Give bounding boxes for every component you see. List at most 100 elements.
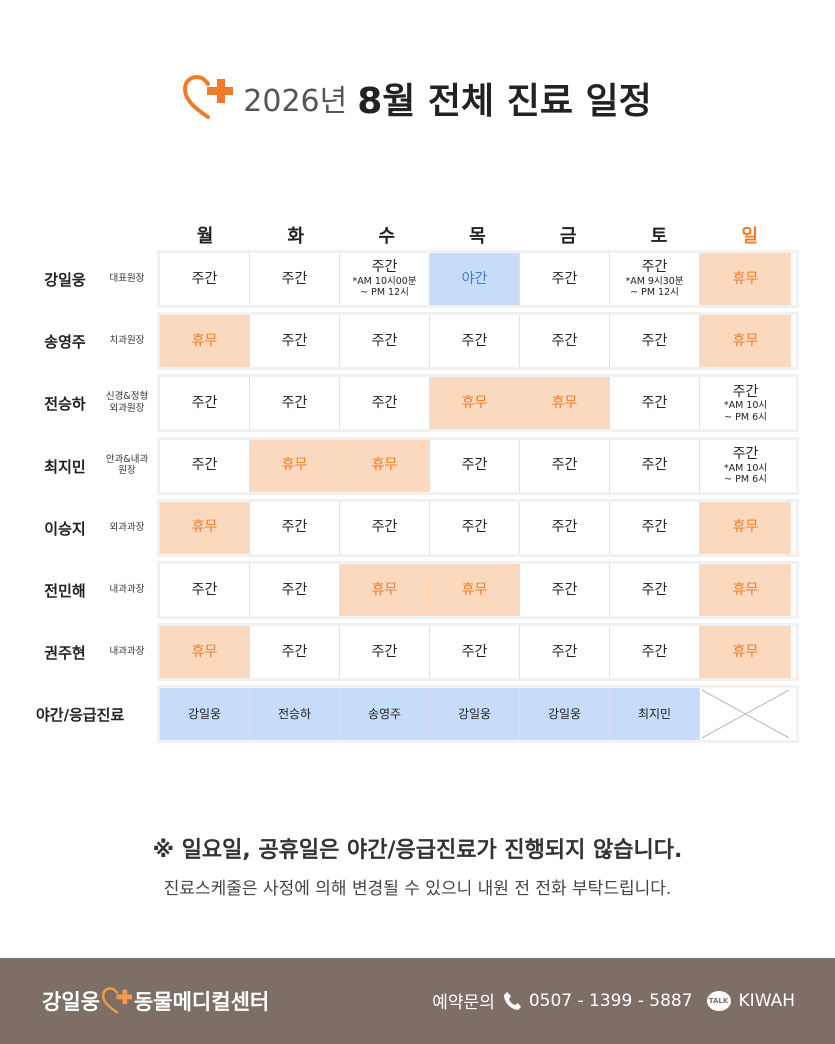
brand: 강일웅 동물메디컬센터 (42, 986, 269, 1016)
cell: 최지민 (610, 688, 700, 741)
cell: 주간 (520, 564, 610, 616)
cell: 주간 (340, 626, 430, 679)
cell-text: 휴무 (551, 394, 578, 411)
cell: 송영주 (340, 688, 430, 741)
cell: 주간 (430, 315, 520, 368)
contact: 예약문의 0507 - 1399 - 5887 TALK KIWAH (432, 988, 795, 1013)
doctor-role: 안과&내과 원장 (98, 454, 156, 477)
cell: 휴무 (250, 439, 340, 492)
cell-text: 주간 (641, 643, 668, 660)
cell: 주간 *AM 10시 ~ PM 6시 (700, 377, 791, 430)
cell: 주간 (250, 626, 340, 679)
doctor-role: 대표원장 (98, 273, 156, 284)
cell-text: 주간 (551, 332, 578, 349)
notice: 진료스케줄은 사정에 의해 변경될 수 있으니 내원 전 전화 부탁드립니다. (163, 879, 672, 899)
cell: 주간 (610, 377, 700, 430)
cell: 휴무 (700, 564, 791, 616)
role-line: 내과과장 (109, 646, 145, 658)
cell-text: 휴무 (461, 581, 488, 598)
cell: 휴무 (160, 315, 250, 368)
cell: 주간 (610, 626, 700, 679)
cell: 주간 (520, 315, 610, 368)
cell-text: 주간 (641, 394, 668, 411)
cell-text: 주간 (281, 581, 308, 598)
cell-text: 주간 (641, 519, 668, 536)
cell-text: 주간 (461, 519, 488, 536)
cell: 주간 (250, 501, 340, 554)
cell: 휴무 (340, 564, 430, 616)
title: 2026년 8월 전체 진료 일정 (0, 72, 835, 124)
cell: 주간 (520, 253, 610, 305)
doctor-name: 이승지 (44, 519, 86, 538)
cell-text: 주간 (191, 457, 218, 474)
doctor-name: 강일웅 (44, 271, 86, 289)
cell: 주간 (610, 501, 700, 554)
cell-text: 휴무 (371, 457, 398, 474)
cell-text: 주간 (641, 259, 668, 276)
notice: ※ 일요일, 공휴일은 야간/응급진료가 진행되지 않습니다. (152, 838, 683, 863)
cell-text: 주간 (551, 581, 578, 598)
cell-text: 주간 (641, 457, 668, 474)
cell-text: 주간 (551, 643, 578, 660)
cell: 주간 (250, 315, 340, 368)
cell: 주간 (610, 315, 700, 368)
cell: 야간 (430, 253, 520, 305)
night-label: 야간/응급진료 (36, 706, 125, 725)
cell: 주간 (340, 315, 430, 368)
cell: 주간 *AM 10시00분 ~ PM 12시 (340, 253, 430, 305)
day-label: 금 (559, 226, 577, 247)
cell: 휴무 (520, 377, 610, 430)
cell-text: 송영주 (367, 707, 402, 722)
schedule-row: 휴무 주간 주간 주간 주간 주간 휴무 (160, 315, 796, 368)
cell: 전승하 (250, 688, 340, 741)
cell-note: ~ PM 12시 (360, 287, 409, 299)
cell-text: 휴무 (732, 643, 759, 660)
cell: 휴무 (160, 626, 250, 679)
cell: 휴무 (700, 253, 791, 305)
cell-note: ~ PM 12시 (630, 287, 679, 299)
footer: 강일웅 동물메디컬센터 예약문의 0507 - 1399 - 5887 TALK… (0, 958, 835, 1044)
cell-text: 주간 (281, 332, 308, 349)
cell-text: 주간 (281, 643, 308, 660)
cell: 주간 (430, 501, 520, 554)
role-line: 내과과장 (109, 584, 145, 595)
cell-text: 주간 (371, 394, 398, 411)
cell: 주간 (430, 626, 520, 679)
cell-text: 주간 (371, 332, 398, 349)
cell: 주간 (160, 253, 250, 305)
cell-text: 주간 (461, 643, 488, 660)
cell-text: 주간 (281, 519, 308, 536)
phone: 0507 - 1399 - 5887 (528, 990, 693, 1011)
day-label: 월 (196, 226, 214, 247)
cell: 주간 (520, 626, 610, 679)
day-label: 목 (469, 226, 486, 247)
cell-text: 휴무 (191, 643, 218, 660)
cell: 주간 (430, 439, 520, 492)
cell-note: ~ PM 6시 (724, 411, 767, 423)
cell: 주간 (610, 439, 700, 492)
cell-note: *AM 10시00분 (352, 276, 417, 287)
cell-text: 주간 (732, 445, 759, 462)
role-line: 안과&내과 (105, 453, 149, 465)
brand-text: 강일웅 (42, 990, 100, 1014)
cell-text: 휴무 (281, 457, 308, 474)
night-row: 강일웅 전승하 송영주 강일웅 강일웅 최지민 (160, 688, 796, 741)
cell-text: 주간 (371, 259, 398, 276)
cell-text: 주간 (371, 643, 398, 660)
role-line: 치과원장 (109, 335, 145, 347)
cell-text: 휴무 (191, 332, 218, 349)
brand-text: 동물메디컬센터 (133, 990, 270, 1014)
doctor-role: 치과원장 (98, 335, 156, 346)
cell: 주간 *AM 9시30분 ~ PM 12시 (610, 253, 700, 305)
cross (701, 689, 790, 739)
role-line: 대표원장 (109, 273, 145, 284)
doctor-role: 내과과장 (98, 646, 156, 657)
doctor-name: 송영주 (44, 333, 86, 352)
cell-note: *AM 9시30분 (625, 276, 684, 287)
cell: 주간 (250, 377, 340, 430)
cell-text: 주간 (281, 270, 308, 287)
doctor-role: 신경&정형 외과원장 (98, 391, 156, 414)
cell-text: 주간 (641, 581, 668, 598)
cell: 주간 (520, 439, 610, 492)
doctor-role: 내과과장 (98, 584, 156, 595)
